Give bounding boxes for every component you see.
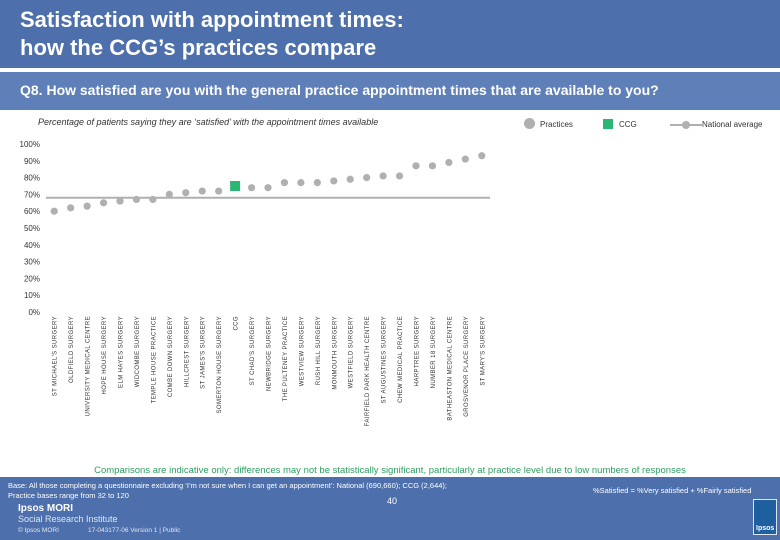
practice-marker <box>165 190 173 198</box>
legend-national-label: National average <box>702 120 763 129</box>
practice-marker <box>363 174 371 182</box>
category-label: NEWBRIDGE SURGERY <box>267 316 273 391</box>
practice-marker <box>99 199 108 207</box>
practice-marker <box>428 162 437 170</box>
category-label: NUMBER 18 SURGERY <box>431 316 437 388</box>
category-label: MONMOUTH SURGERY <box>332 316 338 390</box>
practice-marker <box>116 197 124 205</box>
practice-marker <box>297 179 305 187</box>
y-tick-label: 30% <box>24 258 40 267</box>
legend-practices-marker <box>524 118 535 129</box>
practice-marker <box>445 158 453 167</box>
footer: Base: All those completing a questionnai… <box>0 477 780 540</box>
legend-national-marker <box>682 121 690 129</box>
page-title-line-2: how the CCG’s practices compare <box>20 35 377 60</box>
practice-marker <box>247 184 256 192</box>
category-label: HARPTREE SURGERY <box>415 316 421 386</box>
y-tick-label: 90% <box>24 157 40 166</box>
legend-practices-label: Practices <box>540 120 573 129</box>
copyright: © Ipsos MORI <box>18 527 59 534</box>
category-label: GROSVENOR PLACE SURGERY <box>464 316 470 417</box>
category-label: SOMERTON HOUSE SURGERY <box>217 316 223 414</box>
category-label: WESTFIELD SURGERY <box>349 316 355 388</box>
category-label: FAIRFIELD PARK HEALTH CENTRE <box>365 316 371 426</box>
category-label: ST AUGUSTINES SURGERY <box>382 316 388 404</box>
ipsos-logo-icon: Ipsos <box>753 499 777 535</box>
category-label: ST JAMES'S SURGERY <box>201 316 207 389</box>
category-label: ST CHAD'S SURGERY <box>250 316 256 385</box>
y-tick-label: 10% <box>24 291 40 300</box>
base-text: Base: All those completing a questionnai… <box>8 481 447 501</box>
practice-marker <box>478 152 486 160</box>
satisfied-definition: %Satisfied = %Very satisfied + %Fairly s… <box>593 486 752 495</box>
category-label: RUSH HILL SURGERY <box>316 316 322 385</box>
practice-marker <box>215 187 223 195</box>
category-label: HOPE HOUSE SURGERY <box>102 316 108 394</box>
practice-marker <box>149 195 157 204</box>
ipsos-logo-text: Ipsos <box>756 525 775 532</box>
practice-marker <box>83 202 91 210</box>
practice-marker <box>395 172 404 180</box>
practice-marker <box>67 204 75 212</box>
question-bar: Q8. How satisfied are you with the gener… <box>0 72 780 110</box>
practice-marker <box>182 189 190 197</box>
satisfaction-chart: 0% 10% 20% 30% 40% 50% 60% 70% 80% 90% 100% ST MICH… <box>20 140 490 426</box>
y-tick-label: 50% <box>24 224 40 233</box>
chart-subtitle: Percentage of patients saying they are ‘… <box>38 117 379 127</box>
legend-ccg-marker <box>603 119 613 129</box>
base-line-2: Practice bases range from 32 to 120 <box>8 491 129 500</box>
practice-marker <box>264 184 272 192</box>
legend-ccg-label: CCG <box>619 120 637 129</box>
y-tick-label: 20% <box>24 274 40 283</box>
y-tick-label: 70% <box>24 190 40 199</box>
comparison-note: Comparisons are indicative only: differe… <box>94 465 686 476</box>
category-label: THE PULTENEY PRACTICE <box>283 316 289 401</box>
page-title-line-1: Satisfaction with appointment times: <box>20 7 404 32</box>
category-label: CCG <box>234 316 240 331</box>
practice-marker <box>280 179 289 187</box>
y-tick-label: 60% <box>24 207 40 216</box>
category-label: TEMPLE HOUSE PRACTICE <box>151 316 157 403</box>
category-label: CHEW MEDICAL PRACTICE <box>398 316 404 403</box>
practice-marker <box>330 177 338 185</box>
job-code: 17-043177-06 Version 1 | Public <box>88 527 181 534</box>
practice-marker <box>412 162 420 170</box>
category-label: ELM HAYES SURGERY <box>119 316 125 388</box>
category-label: ST MICHAEL'S SURGERY <box>53 316 59 396</box>
y-tick-label: 100% <box>20 140 40 149</box>
practice-marker <box>313 179 321 187</box>
y-tick-label: 40% <box>24 241 40 250</box>
practice-marker <box>379 172 387 180</box>
category-label: HILLCREST SURGERY <box>184 316 190 387</box>
category-label: OLDFIELD SURGERY <box>69 316 75 383</box>
category-label: UNIVERSITY MEDICAL CENTRE <box>86 316 92 416</box>
title-bar: Satisfaction with appointment times: how… <box>0 0 780 68</box>
category-label: WIDCOMBE SURGERY <box>135 316 141 387</box>
y-tick-label: 80% <box>24 174 40 183</box>
practice-marker <box>346 175 354 183</box>
practice-marker <box>132 195 141 204</box>
category-label: COMBE DOWN SURGERY <box>168 316 174 397</box>
question-text: Q8. How satisfied are you with the gener… <box>20 82 659 98</box>
page-number: 40 <box>386 496 397 506</box>
y-tick-label: 0% <box>28 308 40 317</box>
practice-marker <box>50 207 58 215</box>
category-label: WESTVIEW SURGERY <box>299 316 305 386</box>
base-line-1: Base: All those completing a questionnai… <box>8 481 448 490</box>
category-label: BATHEASTON MEDICAL CENTRE <box>447 316 453 421</box>
ipsos-mori-logo: Ipsos MORI <box>18 503 74 514</box>
practice-marker <box>461 155 469 163</box>
ccg-marker <box>230 181 241 191</box>
practice-marker <box>198 187 206 195</box>
category-label: ST MARY'S SURGERY <box>480 316 486 386</box>
logo-subtitle: Social Research Institute <box>18 514 118 524</box>
